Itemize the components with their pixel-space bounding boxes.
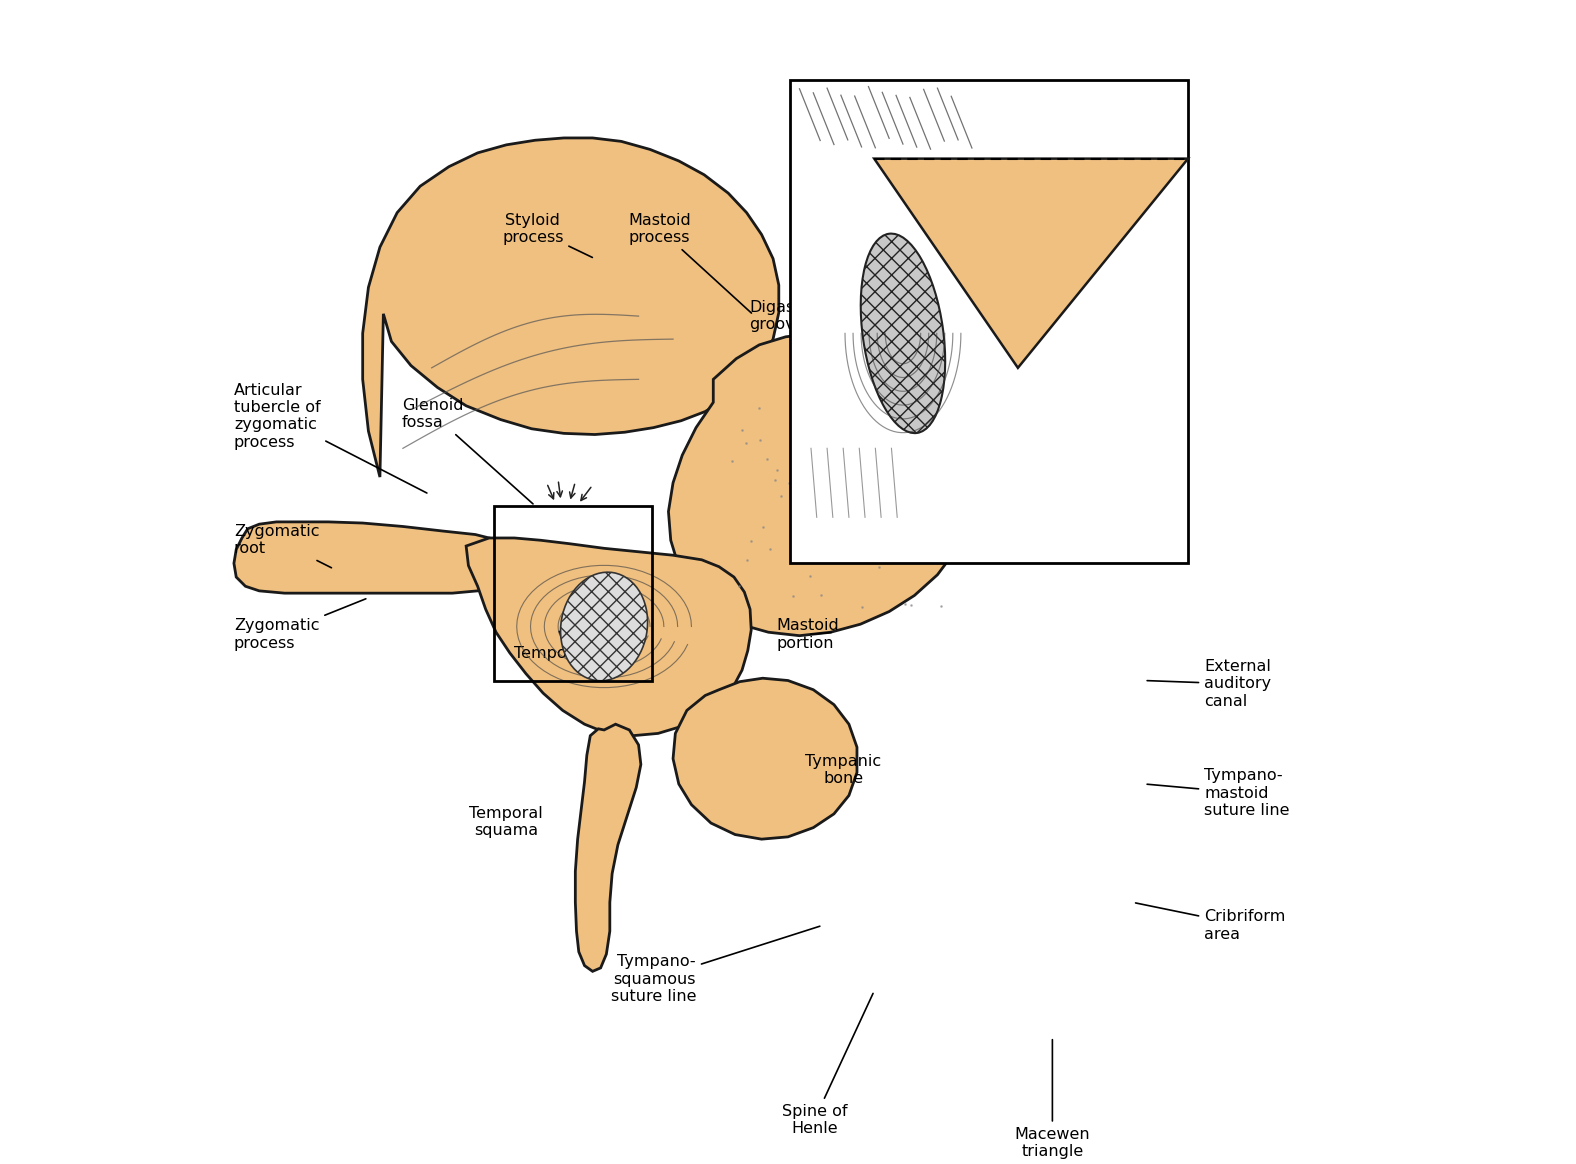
Text: External
auditory
canal: External auditory canal	[1147, 659, 1272, 709]
Text: Tympano-
mastoid
suture line: Tympano- mastoid suture line	[1147, 768, 1289, 818]
Ellipse shape	[860, 234, 946, 433]
Text: Styloid
process: Styloid process	[503, 213, 593, 257]
Text: Mastoid
portion: Mastoid portion	[777, 618, 840, 651]
Text: Tympano-
squamous
suture line: Tympano- squamous suture line	[610, 927, 820, 1005]
Text: Zygomatic
root: Zygomatic root	[233, 524, 331, 568]
Polygon shape	[575, 724, 641, 971]
Text: Digastric
groove: Digastric groove	[749, 300, 821, 354]
Text: Cribriform
area: Cribriform area	[1136, 903, 1286, 942]
Text: Glenoid
fossa: Glenoid fossa	[402, 398, 533, 504]
Polygon shape	[673, 679, 857, 839]
Polygon shape	[875, 158, 1188, 368]
Text: Macewen
triangle: Macewen triangle	[1015, 1039, 1091, 1159]
Polygon shape	[668, 333, 972, 636]
Text: Temporal line: Temporal line	[514, 631, 623, 661]
Text: Temporal
squama: Temporal squama	[470, 805, 544, 838]
Text: Zygomatic
process: Zygomatic process	[233, 598, 366, 651]
Ellipse shape	[561, 573, 648, 681]
Text: Tympanic
bone: Tympanic bone	[805, 754, 881, 787]
Bar	[790, 80, 1188, 563]
Polygon shape	[362, 139, 779, 477]
Text: Articular
tubercle of
zygomatic
process: Articular tubercle of zygomatic process	[233, 383, 427, 494]
Text: Spine of
Henle: Spine of Henle	[782, 993, 873, 1136]
Text: Foramen for mastoid
emissary vein: Foramen for mastoid emissary vein	[793, 484, 960, 538]
Bar	[493, 506, 652, 681]
Polygon shape	[233, 521, 523, 594]
Text: Mastoid
process: Mastoid process	[627, 213, 752, 313]
Polygon shape	[466, 538, 752, 736]
